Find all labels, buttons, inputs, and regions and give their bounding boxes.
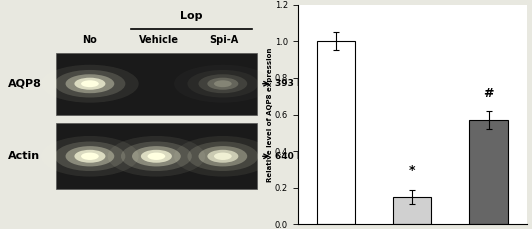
Ellipse shape bbox=[214, 80, 232, 87]
Ellipse shape bbox=[214, 153, 232, 160]
Ellipse shape bbox=[207, 150, 238, 163]
Ellipse shape bbox=[132, 146, 181, 166]
Text: AQP8: AQP8 bbox=[8, 79, 42, 89]
Bar bbox=[393, 197, 431, 224]
Ellipse shape bbox=[187, 142, 259, 171]
Ellipse shape bbox=[81, 80, 99, 87]
Ellipse shape bbox=[198, 74, 247, 93]
Bar bbox=[56, 123, 257, 189]
Bar bbox=[469, 120, 508, 224]
Text: Actin: Actin bbox=[8, 151, 40, 161]
Bar bbox=[56, 53, 257, 114]
Text: Vehicle: Vehicle bbox=[139, 35, 179, 45]
Ellipse shape bbox=[74, 150, 105, 163]
Text: Spi-A: Spi-A bbox=[209, 35, 238, 45]
Ellipse shape bbox=[147, 153, 165, 160]
Ellipse shape bbox=[41, 136, 139, 177]
Text: #: # bbox=[483, 87, 494, 100]
Text: Lop: Lop bbox=[180, 11, 203, 21]
Ellipse shape bbox=[54, 142, 126, 171]
Ellipse shape bbox=[65, 146, 114, 166]
Bar bbox=[317, 41, 355, 224]
Ellipse shape bbox=[41, 65, 139, 103]
Text: 640 bp: 640 bp bbox=[275, 152, 310, 161]
Ellipse shape bbox=[207, 78, 238, 90]
Ellipse shape bbox=[65, 74, 114, 93]
Text: *: * bbox=[409, 164, 415, 177]
Ellipse shape bbox=[81, 153, 99, 160]
Ellipse shape bbox=[174, 136, 272, 177]
Ellipse shape bbox=[187, 70, 259, 98]
Ellipse shape bbox=[74, 78, 105, 90]
Ellipse shape bbox=[198, 146, 247, 166]
Text: 393 bp: 393 bp bbox=[275, 79, 310, 88]
Ellipse shape bbox=[107, 136, 205, 177]
Ellipse shape bbox=[141, 150, 172, 163]
Ellipse shape bbox=[121, 142, 192, 171]
Ellipse shape bbox=[54, 70, 126, 98]
Text: No: No bbox=[82, 35, 97, 45]
Y-axis label: Relative level of AQP8 expression: Relative level of AQP8 expression bbox=[268, 47, 273, 182]
